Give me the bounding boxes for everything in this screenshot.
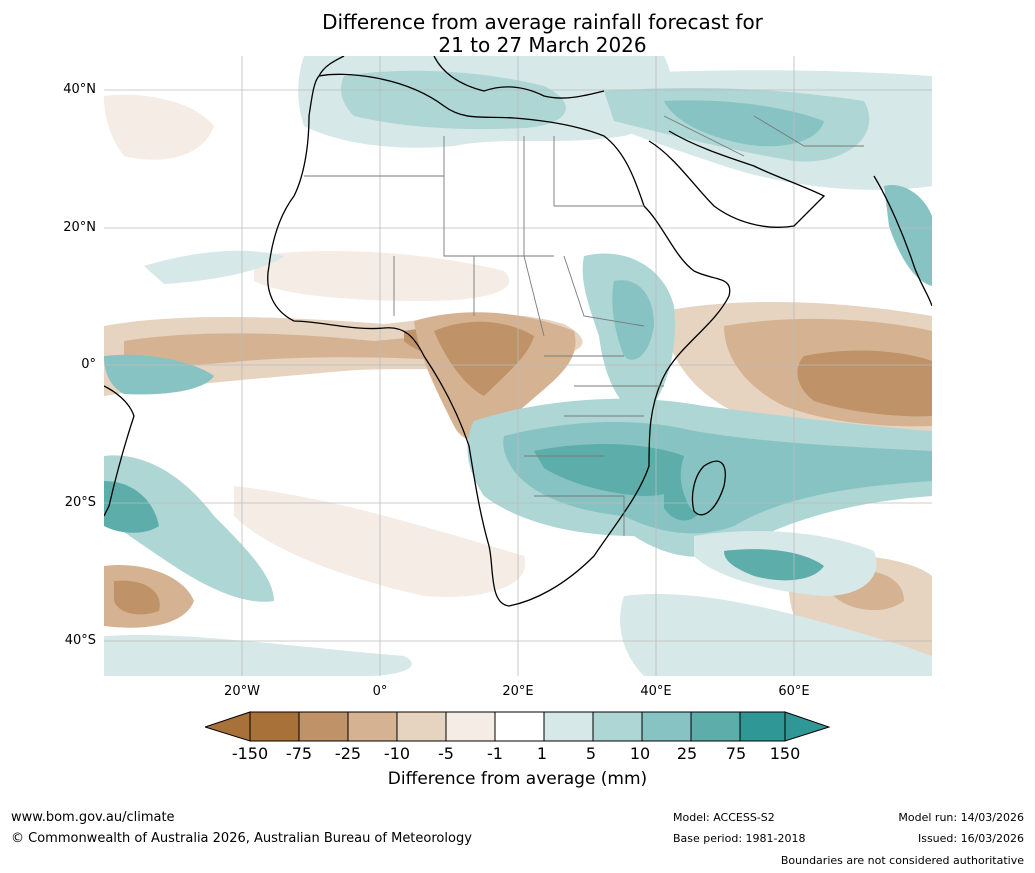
colorbar-label: -150 (231, 744, 269, 763)
colorbar-label: 25 (676, 744, 698, 763)
lon-label-0: 0° (372, 684, 388, 699)
graticule (104, 56, 932, 676)
colorbar-label: -25 (334, 744, 362, 763)
lat-label-20s: 20°S (64, 495, 96, 510)
india-coastline (873, 175, 932, 307)
colorbar-segment (298, 711, 349, 742)
colorbar-segment (494, 711, 545, 742)
lat-label-equator: 0° (81, 357, 96, 372)
map-title-line2: 21 to 27 March 2026 (438, 33, 647, 57)
colorbar-segment (543, 711, 594, 742)
wet-middle-east-core (664, 100, 824, 147)
wet-madagascar (680, 455, 749, 520)
wet-southwest-atlantic (104, 455, 274, 602)
footer-model: Model: ACCESS-S2 (673, 811, 775, 824)
colorbar-segment (592, 711, 643, 742)
colorbar-label: -5 (438, 744, 454, 763)
colorbar-label: 1 (536, 744, 548, 763)
colorbar-label: 10 (629, 744, 651, 763)
colorbar-label: 75 (725, 744, 747, 763)
wet-southern-africa-core (534, 444, 692, 496)
colorbar-low-arrow (205, 711, 251, 742)
europe-coastline (318, 56, 605, 99)
colorbar (205, 711, 830, 742)
colorbar-label: -1 (487, 744, 503, 763)
colorbar-segment (739, 711, 786, 742)
wet-india (884, 185, 932, 286)
coastlines (104, 56, 932, 607)
wet-mediterranean-mid (341, 70, 566, 130)
colorbar-title: Difference from average (mm) (387, 769, 648, 789)
map-svg (104, 56, 932, 676)
colorbar-segment (690, 711, 741, 742)
map-title-line1: Difference from average rainfall forecas… (322, 10, 763, 34)
colorbar-label: 5 (585, 744, 597, 763)
lat-label-40s: 40°S (64, 633, 96, 648)
colorbar-segment (641, 711, 692, 742)
footer-issued: Issued: 16/03/2026 (917, 832, 1024, 845)
country-borders (304, 115, 864, 536)
madagascar-coastline (691, 460, 726, 516)
wet-east-africa-core (612, 280, 654, 360)
footer-url[interactable]: www.bom.gov.au/climate (11, 810, 175, 825)
lat-label-40n: 40°N (63, 82, 96, 97)
wet-southern-ocean (104, 635, 412, 676)
lon-label-20w: 20°W (224, 684, 260, 699)
footer-model-run: Model run: 14/03/2026 (898, 811, 1024, 824)
dry-nw-patch (104, 94, 214, 160)
lat-label-20n: 20°N (63, 220, 96, 235)
dry-indian-ocean-core (797, 350, 932, 417)
dry-south-atlantic-core (114, 580, 160, 615)
dry-congo-core (434, 321, 534, 396)
wet-southwest-atlantic-core (104, 481, 159, 533)
wet-anomaly-regions (104, 56, 932, 676)
wet-south-indian-core (724, 549, 824, 581)
footer-copyright: © Commonwealth of Australia 2026, Austra… (11, 831, 472, 846)
colorbar-label: 150 (769, 744, 801, 763)
rainfall-anomaly-map (104, 56, 932, 676)
africa-coastline (267, 73, 731, 607)
dry-sahel-light (254, 251, 510, 301)
south-america-coastline (104, 385, 135, 517)
colorbar-segment (249, 711, 300, 742)
colorbar-segment (396, 711, 447, 742)
colorbar-segment (445, 711, 496, 742)
colorbar-segment (347, 711, 398, 742)
lon-label-60e: 60°E (778, 684, 810, 699)
wet-atlantic-north-band (144, 250, 284, 284)
footer-disclaimer: Boundaries are not considered authoritat… (780, 854, 1024, 867)
lon-label-40e: 40°E (640, 684, 672, 699)
colorbar-label: -75 (285, 744, 313, 763)
colorbar-high-arrow (784, 711, 830, 742)
lon-label-20e: 20°E (502, 684, 534, 699)
colorbar-label: -10 (383, 744, 411, 763)
footer-base-period: Base period: 1981-2018 (673, 832, 806, 845)
dry-anomaly-regions (104, 94, 932, 656)
arabia-coastline (648, 130, 826, 228)
wet-southern-ocean-east (620, 594, 932, 676)
